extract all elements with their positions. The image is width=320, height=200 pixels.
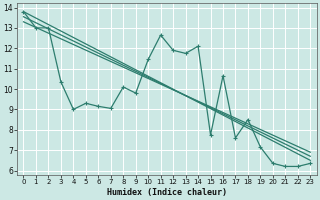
X-axis label: Humidex (Indice chaleur): Humidex (Indice chaleur) xyxy=(107,188,227,197)
